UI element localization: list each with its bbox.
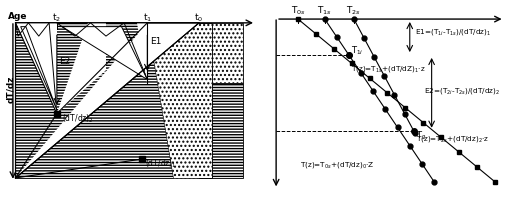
Polygon shape [57, 23, 106, 114]
Text: T(z)=T$_{1s}$+(dT/dZ)$_1$·z: T(z)=T$_{1s}$+(dT/dZ)$_1$·z [352, 64, 426, 74]
Text: t$_2$: t$_2$ [52, 12, 62, 24]
Text: Age: Age [8, 12, 27, 21]
Text: T$_{1i}$: T$_{1i}$ [352, 44, 364, 57]
Text: T$_{1s}$: T$_{1s}$ [317, 4, 332, 17]
Polygon shape [21, 27, 57, 110]
Text: (dT/dz)$_1$: (dT/dz)$_1$ [145, 158, 177, 170]
Text: (dT/dz)$_2$: (dT/dz)$_2$ [62, 112, 94, 125]
Polygon shape [212, 83, 243, 178]
Text: E2: E2 [59, 58, 71, 66]
Polygon shape [16, 23, 212, 178]
Polygon shape [147, 23, 212, 178]
Polygon shape [137, 23, 147, 83]
Polygon shape [16, 23, 57, 114]
Polygon shape [212, 23, 243, 83]
Text: T(z)=T$_{0s}$+(dT/dz)$_0$·Z: T(z)=T$_{0s}$+(dT/dz)$_0$·Z [300, 160, 375, 170]
Polygon shape [62, 27, 147, 80]
Text: E1=(T$_{1i}$-T$_{1s}$)/(dT/dz)$_1$: E1=(T$_{1i}$-T$_{1s}$)/(dT/dz)$_1$ [415, 27, 491, 37]
Text: E2=(T$_{2i}$-T$_{2s}$)/(dT/dz)$_2$: E2=(T$_{2i}$-T$_{2s}$)/(dT/dz)$_2$ [424, 86, 500, 96]
Polygon shape [16, 23, 199, 178]
Text: dT/dz: dT/dz [6, 75, 16, 103]
Text: T$_{2s}$: T$_{2s}$ [346, 4, 361, 17]
Text: t$_0$: t$_0$ [194, 12, 204, 24]
Text: E1: E1 [150, 37, 161, 46]
Text: T$_2$: T$_2$ [416, 129, 427, 142]
Polygon shape [16, 23, 199, 178]
Text: T(z)=T$_{2s}$+(dT/dz)$_2$·z: T(z)=T$_{2s}$+(dT/dz)$_2$·z [416, 134, 490, 144]
Text: t$_1$: t$_1$ [143, 12, 152, 24]
Text: T$_{0s}$: T$_{0s}$ [291, 4, 306, 17]
